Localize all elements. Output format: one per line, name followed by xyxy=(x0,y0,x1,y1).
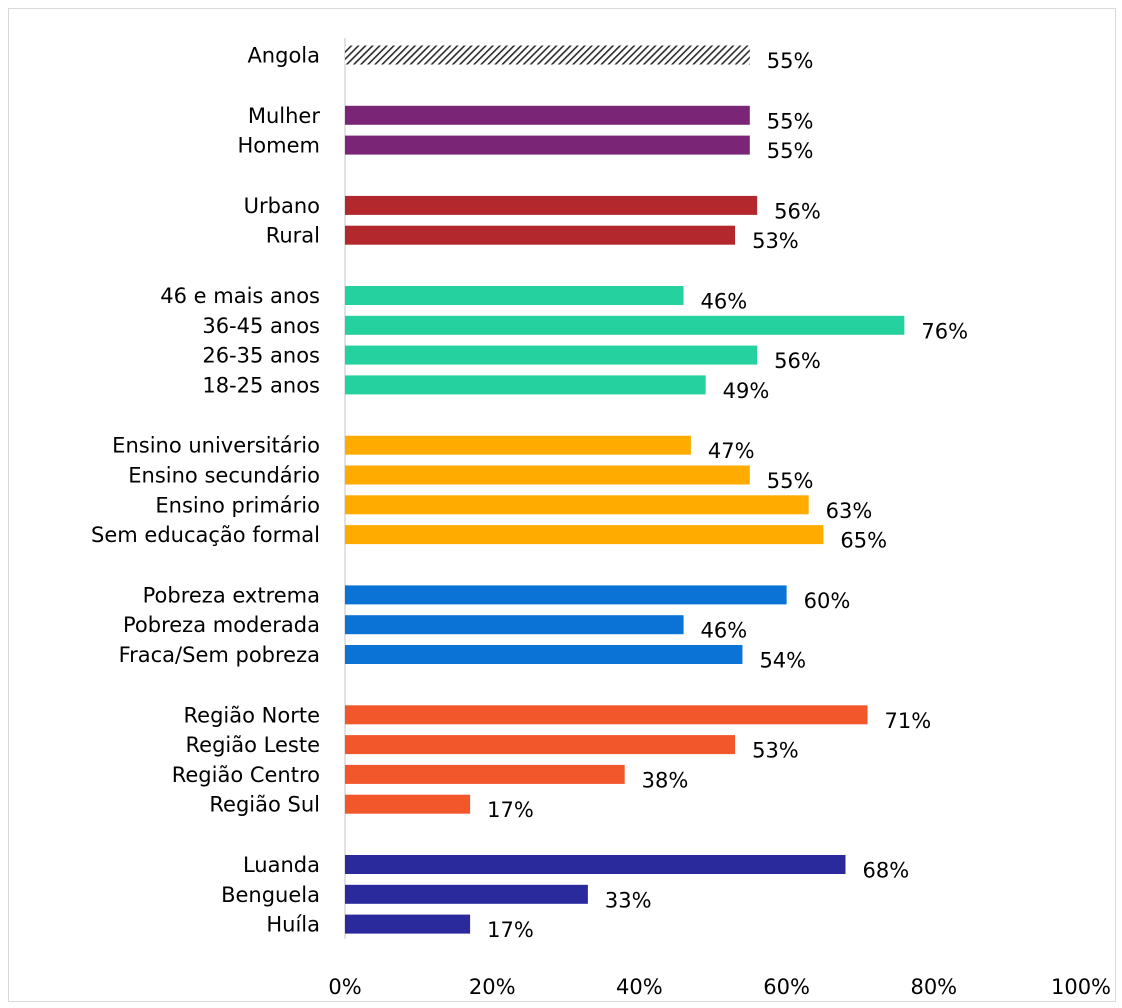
bar-mulher xyxy=(345,105,750,125)
bar-luanda xyxy=(345,855,846,874)
x-tick-label-0: 0% xyxy=(328,975,361,999)
category-label-36-45-anos: 36-45 anos xyxy=(202,314,320,338)
value-label-ensino-universitario: 47% xyxy=(708,439,755,463)
value-label-regiao-leste: 53% xyxy=(752,739,799,763)
bar-sem-educacao-formal xyxy=(345,525,824,545)
value-label-ensino-secundario: 55% xyxy=(767,469,814,493)
value-label-luanda: 68% xyxy=(862,859,909,883)
x-tick-label-60: 60% xyxy=(763,975,810,999)
bar-pobreza-extrema xyxy=(345,585,787,605)
value-label-benguela: 33% xyxy=(605,888,652,912)
value-label-pobreza-extrema: 60% xyxy=(804,589,851,613)
axis-layer: 0% 20% 40% 60% 80% 100% xyxy=(328,38,1111,999)
value-label-urbano: 56% xyxy=(774,199,821,223)
bar-26-35-anos xyxy=(345,345,758,365)
value-label-regiao-sul: 17% xyxy=(487,798,534,822)
category-label-luanda: Luanda xyxy=(243,853,320,877)
bar-homem xyxy=(345,135,750,155)
value-label-ensino-primario: 63% xyxy=(826,499,873,523)
category-label-fraca-sem-pobreza: Fraca/Sem pobreza xyxy=(119,643,320,667)
bar-benguela xyxy=(345,884,588,904)
category-label-homem: Homem xyxy=(238,134,320,158)
category-label-46-e-mais-anos: 46 e mais anos xyxy=(160,284,320,308)
category-label-ensino-universitario: Ensino universitário xyxy=(112,434,320,458)
bar-fraca-sem-pobreza xyxy=(345,645,743,664)
category-label-rural: Rural xyxy=(266,224,320,248)
category-label-ensino-secundario: Ensino secundário xyxy=(128,464,320,488)
category-label-regiao-norte: Região Norte xyxy=(184,703,320,727)
bar-regiao-centro xyxy=(345,764,625,784)
bar-angola xyxy=(345,45,750,65)
bar-36-45-anos xyxy=(345,315,905,335)
x-tick-label-100: 100% xyxy=(1051,975,1111,999)
value-label-regiao-norte: 71% xyxy=(885,709,932,733)
category-label-18-25-anos: 18-25 anos xyxy=(202,373,320,397)
value-label-regiao-centro: 38% xyxy=(642,768,689,792)
bar-18-25-anos xyxy=(345,375,706,395)
value-label-angola: 55% xyxy=(767,49,814,73)
bar-pobreza-moderada xyxy=(345,615,684,635)
bar-ensino-universitario xyxy=(345,435,691,455)
value-label-46-e-mais-anos: 46% xyxy=(701,290,748,314)
category-label-benguela: Benguela xyxy=(221,883,320,907)
category-label-urbano: Urbano xyxy=(244,194,320,218)
bars-layer: Angola 55% Mulher 55% Homem 55% Urbano 56% Rural… xyxy=(91,44,968,943)
category-label-sem-educacao-formal: Sem educação formal xyxy=(91,523,320,547)
value-label-pobreza-moderada: 46% xyxy=(701,619,748,643)
category-label-26-35-anos: 26-35 anos xyxy=(202,344,320,368)
bar-regiao-norte xyxy=(345,705,868,725)
category-label-ensino-primario: Ensino primário xyxy=(155,493,320,517)
category-label-regiao-centro: Região Centro xyxy=(172,763,320,787)
value-label-fraca-sem-pobreza: 54% xyxy=(759,649,806,673)
category-label-regiao-sul: Região Sul xyxy=(209,793,320,817)
value-label-26-35-anos: 56% xyxy=(774,349,821,373)
value-label-rural: 53% xyxy=(752,229,799,253)
bar-rural xyxy=(345,225,736,245)
category-label-huila: Huíla xyxy=(266,913,320,937)
bar-ensino-secundario xyxy=(345,465,750,485)
value-label-18-25-anos: 49% xyxy=(723,379,770,403)
x-tick-label-20: 20% xyxy=(469,975,516,999)
value-label-huila: 17% xyxy=(487,918,534,942)
category-label-angola: Angola xyxy=(247,44,320,68)
bar-46-e-mais-anos xyxy=(345,286,684,305)
category-label-pobreza-extrema: Pobreza extrema xyxy=(143,583,320,607)
bar-regiao-leste xyxy=(345,735,736,755)
bar-urbano xyxy=(345,195,758,215)
value-label-homem: 55% xyxy=(767,139,814,163)
value-label-36-45-anos: 76% xyxy=(921,319,968,343)
category-label-pobreza-moderada: Pobreza moderada xyxy=(123,613,320,637)
bar-ensino-primario xyxy=(345,495,809,515)
bar-huila xyxy=(345,914,471,934)
value-label-sem-educacao-formal: 65% xyxy=(840,529,887,553)
bar-regiao-sul xyxy=(345,794,471,814)
x-tick-label-80: 80% xyxy=(910,975,957,999)
value-label-mulher: 55% xyxy=(767,109,814,133)
x-tick-label-40: 40% xyxy=(616,975,663,999)
category-label-regiao-leste: Região Leste xyxy=(186,733,320,757)
category-label-mulher: Mulher xyxy=(248,104,320,128)
